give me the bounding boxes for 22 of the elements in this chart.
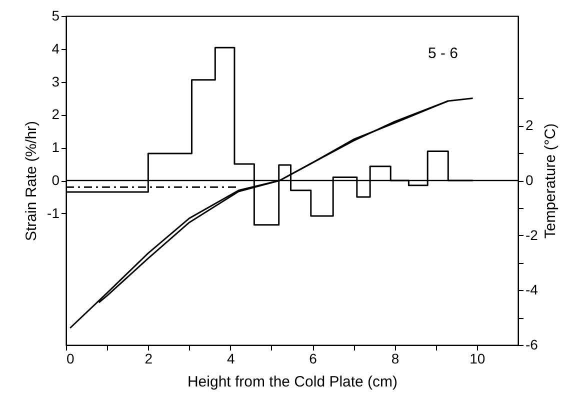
y2-tick-label: 0 <box>526 172 534 188</box>
y-tick-label: 4 <box>52 40 60 56</box>
y-tick-label: 1 <box>52 139 60 156</box>
annotation: 5 - 6 <box>428 45 458 62</box>
x-tick-label: 4 <box>226 350 235 366</box>
y-tick-label: 0 <box>52 172 60 188</box>
y2-tick-label: -4 <box>526 282 538 298</box>
y-tick-label: 2 <box>52 106 60 122</box>
y-tick-label: 5 <box>52 8 60 24</box>
x-tick-label: 6 <box>309 350 318 366</box>
y-axis-title: Strain Rate (%/hr) <box>23 120 40 242</box>
x-axis-title: Height from the Cold Plate (cm) <box>187 374 398 390</box>
y-tick-label: 3 <box>52 73 60 90</box>
y2-tick-label: -6 <box>526 336 538 352</box>
y2-tick-label: 2 <box>526 117 534 134</box>
x-tick-label: 0 <box>66 350 74 366</box>
y2-axis-title: Temperature (°C) <box>542 123 559 239</box>
y-tick-label: -1 <box>47 204 60 221</box>
x-tick-label: 8 <box>391 350 400 366</box>
y2-tick-label: -2 <box>526 226 538 243</box>
x-tick-label: 2 <box>144 350 153 366</box>
x-tick-label: 10 <box>470 350 486 366</box>
